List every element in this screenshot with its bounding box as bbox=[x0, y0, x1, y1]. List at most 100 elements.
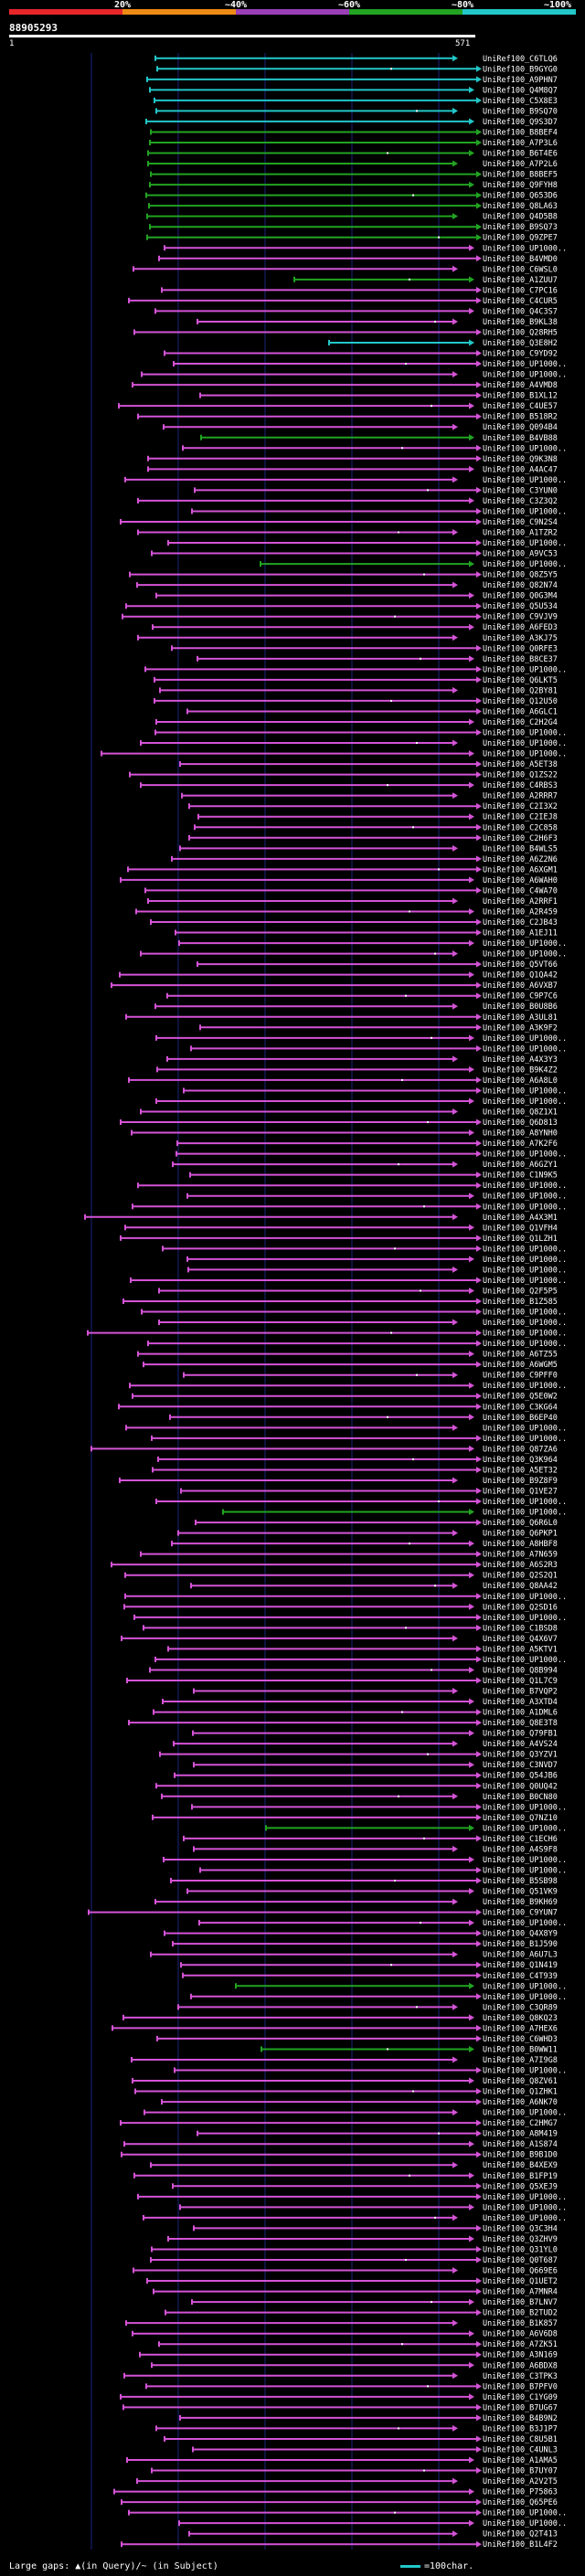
hit-label[interactable]: UniRef100_Q87ZA6 bbox=[483, 1445, 558, 1454]
hit-label[interactable]: UniRef100_Q3K964 bbox=[483, 1456, 558, 1465]
hit-label[interactable]: UniRef100_UP1000.. bbox=[483, 539, 567, 548]
hit-label[interactable]: UniRef100_C8U5B1 bbox=[483, 2435, 558, 2444]
hit-label[interactable]: UniRef100_B4VMD0 bbox=[483, 255, 558, 264]
hit-label[interactable]: UniRef100_A9VC53 bbox=[483, 550, 558, 559]
hit-label[interactable]: UniRef100_UP1000.. bbox=[483, 1866, 567, 1875]
hit-label[interactable]: UniRef100_B1J590 bbox=[483, 1940, 558, 1949]
hit-label[interactable]: UniRef100_A4VMD8 bbox=[483, 381, 558, 390]
hit-label[interactable]: UniRef100_A6WGM5 bbox=[483, 1361, 558, 1370]
hit-label[interactable]: UniRef100_C1BSD8 bbox=[483, 1624, 558, 1633]
hit-label[interactable]: UniRef100_B7UY07 bbox=[483, 2467, 558, 2476]
hit-label[interactable]: UniRef100_A6Z2N6 bbox=[483, 855, 558, 864]
hit-label[interactable]: UniRef100_A4VS24 bbox=[483, 1740, 558, 1749]
hit-label[interactable]: UniRef100_C3TPK3 bbox=[483, 2372, 558, 2381]
hit-label[interactable]: UniRef100_C7PC16 bbox=[483, 286, 558, 295]
hit-label[interactable]: UniRef100_Q4X6V7 bbox=[483, 1635, 558, 1644]
hit-label[interactable]: UniRef100_B6EP40 bbox=[483, 1414, 558, 1423]
hit-label[interactable]: UniRef100_A6GLC1 bbox=[483, 707, 558, 716]
hit-label[interactable]: UniRef100_A1AMA5 bbox=[483, 2456, 558, 2465]
hit-label[interactable]: UniRef100_Q1L7C9 bbox=[483, 1677, 558, 1686]
hit-label[interactable]: UniRef100_Q82N74 bbox=[483, 581, 558, 590]
hit-label[interactable]: UniRef100_B7UG67 bbox=[483, 2403, 558, 2412]
hit-label[interactable]: UniRef100_UP1000.. bbox=[483, 1824, 567, 1833]
hit-label[interactable]: UniRef100_A5ET38 bbox=[483, 760, 558, 769]
hit-label[interactable]: UniRef100_A8YNH0 bbox=[483, 1129, 558, 1139]
hit-label[interactable]: UniRef100_C4RBS3 bbox=[483, 781, 558, 790]
hit-label[interactable]: UniRef100_Q9ZPE7 bbox=[483, 234, 558, 243]
hit-label[interactable]: UniRef100_A6WAH0 bbox=[483, 876, 558, 885]
hit-label[interactable]: UniRef100_B9Z8F9 bbox=[483, 1477, 558, 1486]
hit-label[interactable]: UniRef100_UP1000.. bbox=[483, 1982, 567, 1991]
hit-label[interactable]: UniRef100_UP1000.. bbox=[483, 750, 567, 759]
hit-label[interactable]: UniRef100_Q5U534 bbox=[483, 602, 558, 611]
hit-label[interactable]: UniRef100_A6VXB7 bbox=[483, 981, 558, 991]
hit-label[interactable]: UniRef100_UP1000.. bbox=[483, 1034, 567, 1044]
hit-label[interactable]: UniRef100_A2V2T5 bbox=[483, 2477, 558, 2486]
hit-label[interactable]: UniRef100_A7ZK51 bbox=[483, 2340, 558, 2349]
hit-label[interactable]: UniRef100_C3QR89 bbox=[483, 2003, 558, 2012]
hit-label[interactable]: UniRef100_Q2BY81 bbox=[483, 686, 558, 695]
hit-label[interactable]: UniRef100_B8CE37 bbox=[483, 655, 558, 664]
hit-label[interactable]: UniRef100_Q9K3N8 bbox=[483, 455, 558, 464]
hit-label[interactable]: UniRef100_Q3ZHV9 bbox=[483, 2235, 558, 2244]
hit-label[interactable]: UniRef100_C2JB43 bbox=[483, 918, 558, 928]
hit-label[interactable]: UniRef100_B0U8B6 bbox=[483, 1002, 558, 1012]
hit-label[interactable]: UniRef100_UP1000.. bbox=[483, 1509, 567, 1518]
hit-label[interactable]: UniRef100_Q31YL0 bbox=[483, 2245, 558, 2254]
hit-label[interactable]: UniRef100_A8M419 bbox=[483, 2130, 558, 2139]
hit-label[interactable]: UniRef100_A7I9G8 bbox=[483, 2056, 558, 2065]
hit-label[interactable]: UniRef100_B7VQP2 bbox=[483, 1688, 558, 1697]
hit-label[interactable]: UniRef100_Q1QA42 bbox=[483, 971, 558, 981]
hit-label[interactable]: UniRef100_Q5XEJ9 bbox=[483, 2182, 558, 2191]
hit-label[interactable]: UniRef100_A3KJ75 bbox=[483, 634, 558, 643]
hit-label[interactable]: UniRef100_UP1000.. bbox=[483, 2109, 567, 2118]
hit-label[interactable]: UniRef100_C5X8E3 bbox=[483, 97, 558, 106]
hit-label[interactable]: UniRef100_Q2F5P5 bbox=[483, 1287, 558, 1296]
hit-label[interactable]: UniRef100_UP1000.. bbox=[483, 2519, 567, 2528]
hit-label[interactable]: UniRef100_B3J1P7 bbox=[483, 2424, 558, 2433]
hit-label[interactable]: UniRef100_Q79FB1 bbox=[483, 1730, 558, 1739]
hit-label[interactable]: UniRef100_B4XEX9 bbox=[483, 2161, 558, 2170]
hit-label[interactable]: UniRef100_B8BEF5 bbox=[483, 171, 558, 180]
hit-label[interactable]: UniRef100_Q094B4 bbox=[483, 423, 558, 432]
hit-label[interactable]: UniRef100_A7P2L6 bbox=[483, 160, 558, 169]
hit-label[interactable]: UniRef100_A6XGM1 bbox=[483, 865, 558, 875]
hit-label[interactable]: UniRef100_C4UNL3 bbox=[483, 2445, 558, 2454]
hit-label[interactable]: UniRef100_UP1000.. bbox=[483, 1919, 567, 1928]
hit-label[interactable]: UniRef100_UP1000.. bbox=[483, 1319, 567, 1328]
hit-label[interactable]: UniRef100_C4CUR5 bbox=[483, 297, 558, 306]
hit-label[interactable]: UniRef100_P75863 bbox=[483, 2488, 558, 2497]
hit-label[interactable]: UniRef100_Q1LZH1 bbox=[483, 1235, 558, 1244]
hit-label[interactable]: UniRef100_UP1000.. bbox=[483, 1498, 567, 1507]
hit-label[interactable]: UniRef100_A7MNR4 bbox=[483, 2288, 558, 2297]
hit-label[interactable]: UniRef100_B4VB88 bbox=[483, 434, 558, 443]
hit-label[interactable]: UniRef100_Q8AA42 bbox=[483, 1582, 558, 1591]
hit-label[interactable]: UniRef100_A2RRF1 bbox=[483, 897, 558, 906]
hit-label[interactable]: UniRef100_UP1000.. bbox=[483, 244, 567, 253]
hit-label[interactable]: UniRef100_A1DML6 bbox=[483, 1709, 558, 1718]
hit-label[interactable]: UniRef100_Q3YZV1 bbox=[483, 1751, 558, 1760]
hit-label[interactable]: UniRef100_Q8Z5Y5 bbox=[483, 571, 558, 580]
hit-label[interactable]: UniRef100_B1XL12 bbox=[483, 392, 558, 401]
hit-label[interactable]: UniRef100_C9N2S4 bbox=[483, 518, 558, 527]
hit-label[interactable]: UniRef100_UP1000.. bbox=[483, 1256, 567, 1265]
hit-label[interactable]: UniRef100_Q0UQ42 bbox=[483, 1782, 558, 1791]
hit-label[interactable]: UniRef100_Q8Z1X1 bbox=[483, 1108, 558, 1118]
hit-label[interactable]: UniRef100_C9YUN7 bbox=[483, 1909, 558, 1918]
hit-label[interactable]: UniRef100_A6U7L3 bbox=[483, 1951, 558, 1960]
hit-label[interactable]: UniRef100_Q8B994 bbox=[483, 1666, 558, 1675]
hit-label[interactable]: UniRef100_A6NK70 bbox=[483, 2098, 558, 2107]
hit-label[interactable]: UniRef100_UP1000.. bbox=[483, 1309, 567, 1318]
hit-label[interactable]: UniRef100_UP1000.. bbox=[483, 1614, 567, 1623]
hit-label[interactable]: UniRef100_A3XTD4 bbox=[483, 1698, 558, 1707]
hit-label[interactable]: UniRef100_C2H6F3 bbox=[483, 834, 558, 843]
hit-label[interactable]: UniRef100_Q3C3H4 bbox=[483, 2224, 558, 2233]
hit-label[interactable]: UniRef100_B0WW11 bbox=[483, 2045, 558, 2054]
hit-label[interactable]: UniRef100_Q54JB6 bbox=[483, 1772, 558, 1781]
hit-label[interactable]: UniRef100_UP1000.. bbox=[483, 1044, 567, 1054]
hit-label[interactable]: UniRef100_B9KL38 bbox=[483, 318, 558, 327]
hit-label[interactable]: UniRef100_UP1000.. bbox=[483, 2193, 567, 2202]
hit-label[interactable]: UniRef100_Q2T413 bbox=[483, 2530, 558, 2539]
hit-label[interactable]: UniRef100_C9VJV9 bbox=[483, 613, 558, 622]
hit-label[interactable]: UniRef100_UP1000.. bbox=[483, 1182, 567, 1191]
